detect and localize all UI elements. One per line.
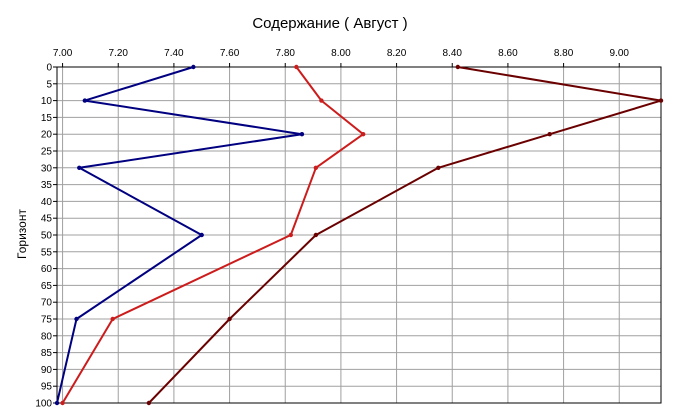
series-2-point — [288, 232, 294, 238]
y-tick-label: 60 — [41, 264, 53, 275]
grid — [53, 63, 661, 404]
x-tick-label: 8.20 — [387, 48, 407, 59]
series-3-point — [313, 232, 319, 238]
y-tick-label: 75 — [41, 315, 53, 326]
x-tick-labels: 7.00 7.20 7.40 7.60 7.80 8.00 8.20 8.40 8.60 8.80… — [53, 48, 630, 59]
x-tick-label: 7.20 — [109, 48, 129, 59]
series-2-point — [319, 98, 324, 103]
series-3-point — [547, 132, 552, 137]
series-1-point — [299, 132, 305, 137]
series-2-point — [360, 132, 366, 137]
y-tick-label: 0 — [46, 63, 52, 74]
y-tick-label: 10 — [41, 96, 53, 107]
y-tick-label: 70 — [41, 298, 53, 309]
y-tick-label: 95 — [41, 382, 53, 393]
series-2-point — [313, 165, 319, 170]
x-tick-label: 8.00 — [331, 48, 351, 59]
series-3-point — [227, 316, 232, 322]
series-2-point — [60, 400, 65, 406]
plot-frame — [56, 66, 662, 404]
series-2-point — [294, 64, 299, 70]
series-2-point — [110, 316, 115, 322]
series-1-point — [199, 232, 204, 238]
y-tick-label: 55 — [41, 247, 53, 258]
x-tick-label: 8.40 — [443, 48, 463, 59]
y-tick-label: 45 — [41, 214, 53, 225]
x-tick-label: 8.80 — [554, 48, 574, 59]
series-3-point — [436, 165, 441, 170]
y-tick-label: 85 — [41, 348, 53, 359]
series-1-point — [54, 400, 60, 406]
x-tick-label: 7.40 — [164, 48, 184, 59]
y-tick-label: 20 — [41, 130, 53, 141]
series-3-point — [455, 64, 461, 70]
series-1-point — [82, 98, 88, 103]
y-tick-label: 80 — [41, 331, 53, 342]
x-tick-label: 8.60 — [498, 48, 518, 59]
y-tick-label: 25 — [41, 147, 53, 158]
y-tick-label: 40 — [41, 197, 53, 208]
series-3-point — [658, 98, 664, 103]
y-axis-label: Горизонт — [15, 209, 29, 259]
x-tick-label: 9.00 — [610, 48, 630, 59]
y-tick-label: 65 — [41, 281, 53, 292]
series-3-point — [146, 400, 152, 406]
y-tick-label: 30 — [41, 163, 53, 174]
y-tick-label: 90 — [41, 365, 53, 376]
y-tick-label: 100 — [35, 399, 52, 410]
y-tick-label: 35 — [41, 180, 53, 191]
x-tick-label: 7.60 — [220, 48, 240, 59]
y-tick-labels: 0 5 10 15 20 25 30 35 40 45 50 55 60 65 70 75 80 85 90 95 10… — [35, 63, 52, 410]
x-tick-label: 7.80 — [276, 48, 296, 59]
x-tick-label: 7.00 — [53, 48, 73, 59]
series-group — [54, 64, 664, 406]
series-1-point — [74, 316, 79, 322]
series-1-point — [191, 64, 196, 70]
chart-title: Содержание ( Август ) — [252, 15, 407, 32]
y-tick-label: 50 — [41, 231, 53, 242]
series-1-point — [77, 165, 82, 170]
y-tick-label: 15 — [41, 113, 53, 124]
y-tick-label: 5 — [46, 79, 52, 90]
